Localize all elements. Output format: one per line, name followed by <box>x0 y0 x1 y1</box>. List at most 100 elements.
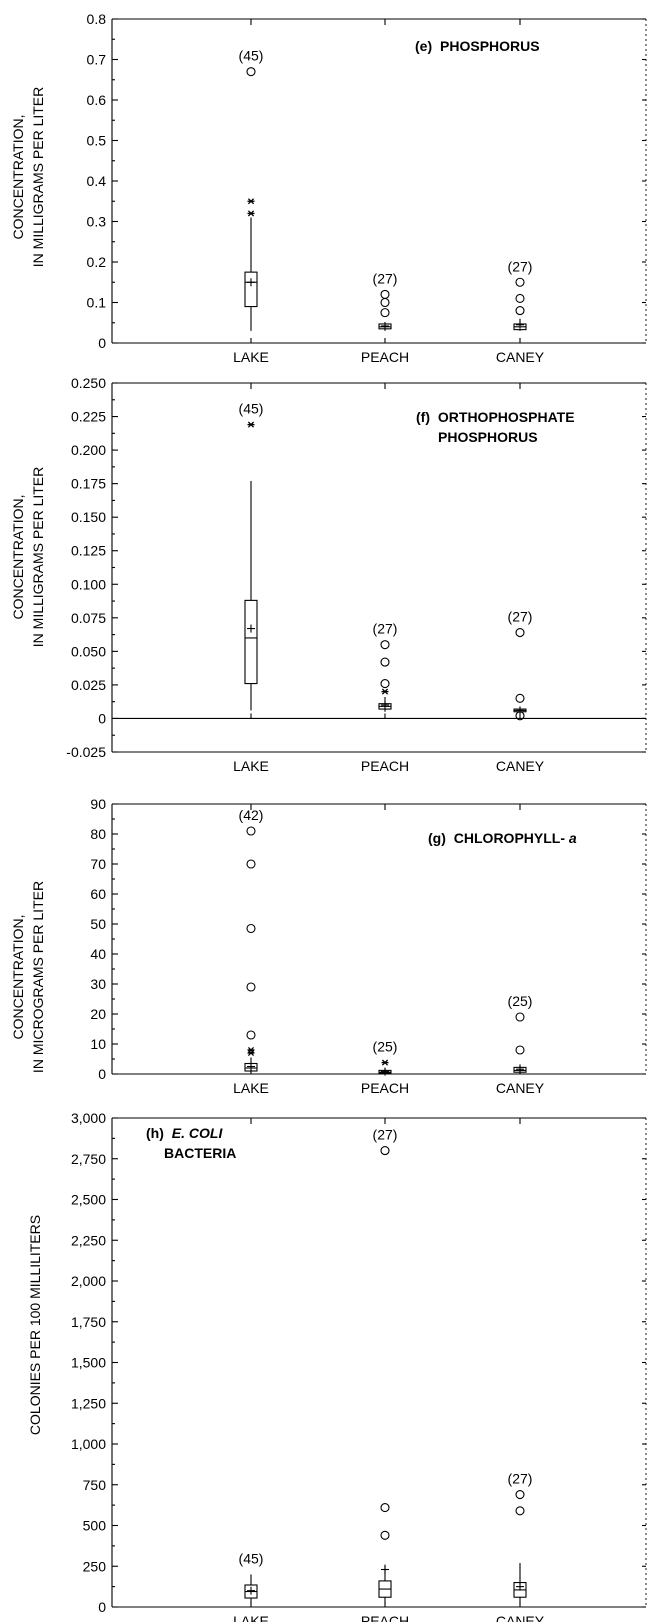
panel-f-ylabel-line-1: CONCENTRATION, <box>10 495 26 620</box>
y-tick-label: 20 <box>90 1006 106 1022</box>
x-category-label: CANEY <box>496 349 545 365</box>
outlier-far <box>247 1031 255 1039</box>
x-category-label: PEACH <box>361 1613 409 1622</box>
y-tick-label: 0.7 <box>87 52 107 68</box>
y-tick-label: 10 <box>90 1036 106 1052</box>
outlier-far <box>247 860 255 868</box>
panel-h-boxes: (45) (27) (27) <box>239 1127 533 1604</box>
y-tick-label: 2,250 <box>71 1232 106 1248</box>
y-tick-label: 2,500 <box>71 1192 106 1208</box>
count-label: (27) <box>508 258 533 274</box>
panel-h-title-italic: E. COLI <box>172 1125 224 1141</box>
x-category-label: LAKE <box>233 1080 269 1096</box>
panel-h-axes: 0 250 500 750 1,000 1,250 1,500 1,750 2,000 2,250… <box>71 1110 646 1622</box>
panel-e-title-label: (e) <box>415 38 432 54</box>
box-caney: (27) <box>508 258 533 331</box>
y-tick-label: 80 <box>90 826 106 842</box>
box-caney: (27) <box>508 1471 533 1604</box>
panel-e-title-text: PHOSPHORUS <box>440 38 540 54</box>
panel-g-title: (g) CHLOROPHYLL- a <box>428 830 577 846</box>
y-tick-label: 0.025 <box>71 677 106 693</box>
y-tick-label: 500 <box>83 1518 107 1534</box>
outlier-far <box>516 278 524 286</box>
panel-h-title-label: (h) <box>146 1125 164 1141</box>
y-tick-label: 1,500 <box>71 1355 106 1371</box>
y-tick-label: 3,000 <box>71 1110 106 1126</box>
count-label: (45) <box>239 1550 264 1566</box>
y-tick-label: 2,000 <box>71 1273 106 1289</box>
x-category-label: PEACH <box>361 758 409 774</box>
y-tick-label: 0 <box>98 335 106 351</box>
panel-g-title-italic: a <box>569 830 577 846</box>
panel-f-title-text-2: PHOSPHORUS <box>438 429 538 445</box>
outlier-far <box>381 299 389 307</box>
y-tick-label: 30 <box>90 976 106 992</box>
box-lake: (42) <box>239 807 264 1073</box>
outlier-far <box>247 925 255 933</box>
panel-e-ylabel-line-2: IN MILLIGRAMS PER LITER <box>30 87 46 267</box>
panel-g-title-text: CHLOROPHYLL- <box>454 830 566 846</box>
count-label: (45) <box>239 401 264 417</box>
box-lake: (45) <box>239 401 264 711</box>
outlier-far <box>516 1046 524 1054</box>
panel-g-ylabel-line-1: CONCENTRATION, <box>10 915 26 1040</box>
x-category-label: LAKE <box>233 1613 269 1622</box>
panel-e: CONCENTRATION, IN MILLIGRAMS PER LITER 0… <box>10 11 646 365</box>
y-tick-label: 0.150 <box>71 509 106 525</box>
outlier-far <box>381 309 389 317</box>
panel-f: CONCENTRATION, IN MILLIGRAMS PER LITER -… <box>10 375 646 774</box>
outlier-far <box>516 1013 524 1021</box>
y-tick-label: 0.5 <box>87 133 107 149</box>
y-tick-label: 1,250 <box>71 1395 106 1411</box>
count-label: (42) <box>239 807 264 823</box>
panel-g-title-label: (g) <box>428 830 446 846</box>
y-tick-label: 0.100 <box>71 576 106 592</box>
y-tick-label: 250 <box>83 1558 107 1574</box>
outlier-far <box>381 658 389 666</box>
box-iqr <box>245 272 257 306</box>
box-peach: (27) <box>373 270 398 330</box>
outlier-far <box>381 680 389 688</box>
x-category-label: PEACH <box>361 1080 409 1096</box>
x-category-label: CANEY <box>496 1080 545 1096</box>
y-tick-label: 0.8 <box>87 11 107 27</box>
y-tick-label: 0.175 <box>71 476 106 492</box>
y-tick-label: 1,000 <box>71 1436 106 1452</box>
box-caney: (25) <box>508 993 533 1073</box>
count-label: (27) <box>373 1127 398 1143</box>
outlier-far <box>516 1507 524 1515</box>
x-category-label: PEACH <box>361 349 409 365</box>
box-peach: (25) <box>373 1039 398 1076</box>
panel-f-axes: -0.02500.0250.0500.0750.1000.1250.1500.1… <box>66 375 646 774</box>
outlier-far <box>381 1531 389 1539</box>
count-label: (27) <box>508 609 533 625</box>
y-tick-label: 0.075 <box>71 610 106 626</box>
y-tick-label: 0.250 <box>71 375 106 391</box>
outlier-far <box>516 629 524 637</box>
outlier-far <box>516 1491 524 1499</box>
panel-g: CONCENTRATION, IN MICROGRAMS PER LITER 0… <box>10 796 646 1096</box>
box-iqr <box>245 600 257 683</box>
y-tick-label: -0.025 <box>66 744 106 760</box>
y-tick-label: 0.125 <box>71 543 106 559</box>
box-peach: (27) <box>373 1127 398 1604</box>
outlier-far <box>381 1147 389 1155</box>
outlier-far <box>516 294 524 302</box>
y-tick-label: 2,750 <box>71 1151 106 1167</box>
panel-e-boxes: (45) (27) (27) <box>239 48 533 331</box>
box-lake: (45) <box>239 48 264 331</box>
outlier-far <box>247 983 255 991</box>
count-label: (27) <box>373 621 398 637</box>
y-tick-label: 0 <box>98 1066 106 1082</box>
panel-h-ylabel-line-1: COLONIES PER 100 MILLILITERS <box>27 1215 43 1435</box>
y-tick-label: 60 <box>90 886 106 902</box>
y-tick-label: 90 <box>90 796 106 812</box>
panel-h: COLONIES PER 100 MILLILITERS 02505007501… <box>27 1110 646 1622</box>
outlier-far <box>516 694 524 702</box>
y-tick-label: 1,750 <box>71 1314 106 1330</box>
y-tick-label: 0.225 <box>71 409 106 425</box>
outlier-far <box>247 827 255 835</box>
y-tick-label: 0.050 <box>71 643 106 659</box>
x-category-label: LAKE <box>233 349 269 365</box>
y-tick-label: 0.4 <box>87 173 107 189</box>
